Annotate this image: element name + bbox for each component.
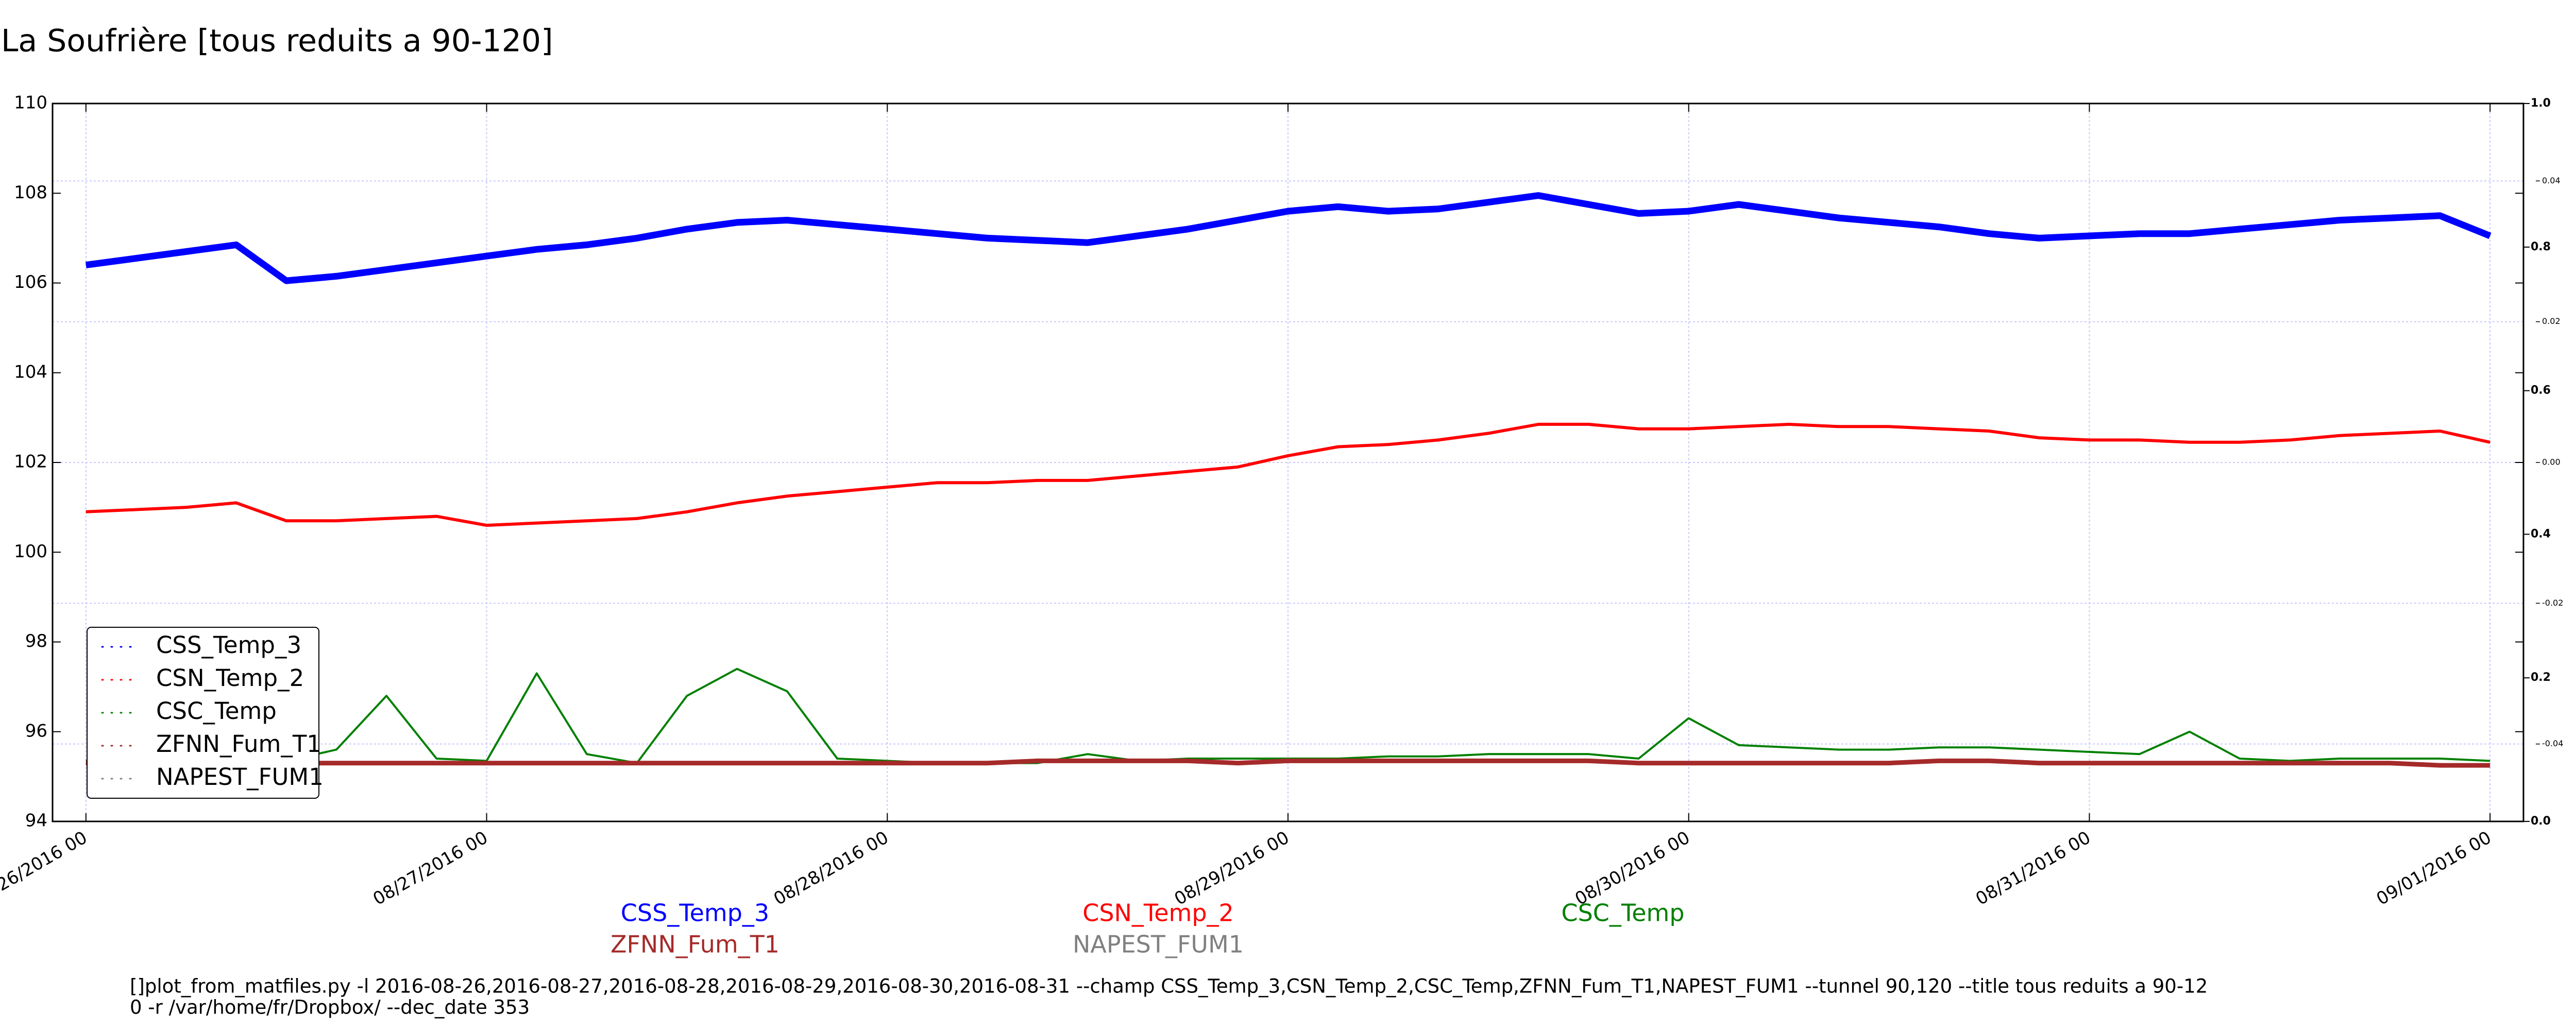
y-tick-label: 108 (14, 182, 47, 203)
y-tick-label: 96 (25, 720, 47, 741)
chart-title: La Soufrière [tous reduits a 90-120] (1, 23, 553, 59)
series-name-label: CSN_Temp_2 (1082, 899, 1234, 927)
y2-tick-label: 0.2 (2531, 671, 2551, 684)
legend-label: CSN_Temp_2 (156, 664, 304, 692)
y2-tick-label: 1.0 (2531, 97, 2551, 110)
legend-label: CSC_Temp (156, 697, 277, 725)
series-name-label: CSC_Temp (1561, 899, 1684, 927)
y-tick-label: 94 (25, 811, 47, 831)
series-line (85, 192, 2492, 284)
y-tick-label: 106 (14, 272, 47, 293)
y2-tick-label: 0.0 (2531, 815, 2551, 828)
y3-tick-label: 0.04 (2542, 176, 2561, 185)
caption-line: 0 -r /var/home/fr/Dropbox/ --dec_date 35… (130, 997, 530, 1019)
y-tick-label: 98 (25, 631, 47, 651)
series-line (86, 758, 2490, 768)
series-line (86, 422, 2490, 527)
y3-tick-label: 0.02 (2542, 316, 2561, 326)
series-name-label: CSS_Temp_3 (621, 899, 769, 927)
y3-tick-label: -0.02 (2542, 598, 2563, 608)
legend-label: CSS_Temp_3 (156, 631, 301, 659)
series-name-label: NAPEST_FUM1 (1073, 931, 1244, 958)
legend-box (87, 627, 319, 799)
y-tick-label: 100 (14, 541, 47, 562)
y-tick-label: 110 (14, 93, 47, 113)
y-tick-label: 102 (14, 452, 47, 472)
legend-label: NAPEST_FUM1 (156, 763, 324, 791)
y3-tick-label: 0.00 (2542, 457, 2561, 467)
y2-tick-label: 0.6 (2531, 384, 2551, 397)
series-name-label: ZFNN_Fum_T1 (611, 931, 779, 958)
caption-line: []plot_from_matfiles.py -l 2016-08-26,20… (130, 975, 2208, 998)
y-tick-label: 104 (14, 362, 47, 382)
y3-tick-label: -0.04 (2542, 739, 2563, 748)
legend-label: ZFNN_Fum_T1 (156, 730, 321, 758)
y2-tick-label: 0.8 (2531, 241, 2551, 253)
y2-tick-label: 0.4 (2531, 527, 2551, 540)
